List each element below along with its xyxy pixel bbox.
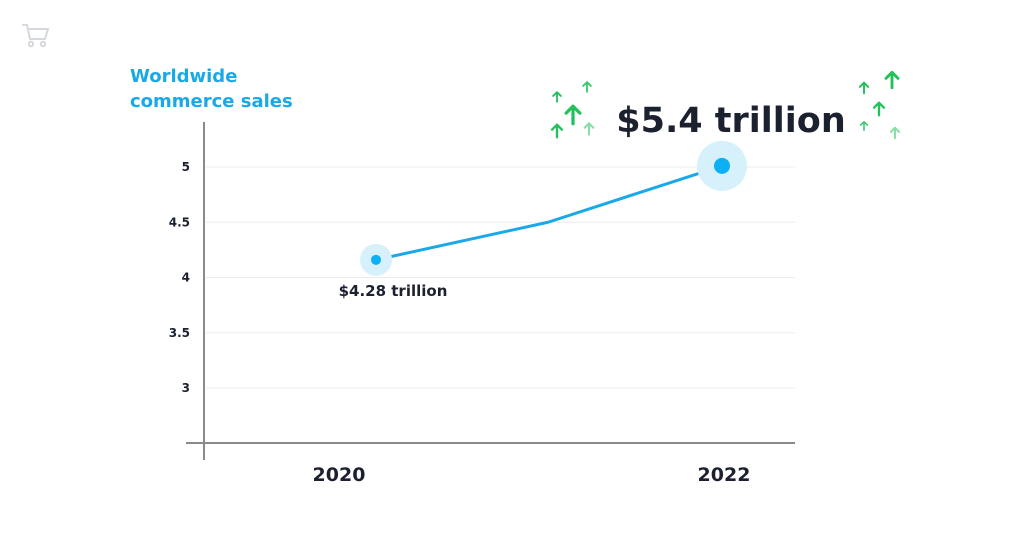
data-label-2020: $4.28 trillion [339, 282, 448, 300]
up-arrow-icon [550, 123, 564, 139]
x-tick-label: 2022 [698, 464, 751, 486]
up-arrow-shape [550, 123, 564, 139]
data-label-2022: $5.4 trillion [616, 101, 845, 141]
up-arrow-icon [552, 91, 562, 103]
y-tick-label: 3.5 [169, 326, 190, 340]
up-arrow-shape [552, 91, 562, 103]
up-arrow-shape [583, 122, 595, 136]
y-axis-ticks: 5 4.5 4 3.5 3 [169, 160, 190, 395]
y-tick-label: 5 [182, 160, 190, 174]
up-arrow-shape [872, 101, 886, 117]
x-tick-label: 2020 [313, 464, 366, 486]
shopping-cart-icon [22, 24, 49, 48]
up-arrow-shape [859, 121, 869, 131]
growth-arrows [550, 70, 901, 140]
chart-title-line-1: Worldwide [130, 66, 237, 87]
x-axis-ticks: 2020 2022 [313, 464, 751, 486]
annotations: $4.28 trillion $5.4 trillion [339, 101, 846, 300]
up-arrow-shape [884, 70, 900, 90]
data-point [371, 254, 381, 265]
up-arrow-shape [564, 104, 582, 126]
data-point [714, 157, 730, 174]
up-arrow-icon [583, 122, 595, 136]
y-tick-label: 3 [182, 381, 190, 395]
up-arrow-icon [858, 81, 870, 95]
up-arrow-shape [889, 126, 901, 140]
up-arrow-shape [582, 81, 592, 93]
up-arrow-icon [884, 70, 900, 90]
gridlines [206, 166, 795, 389]
y-tick-label: 4.5 [169, 215, 190, 229]
up-arrow-icon [872, 101, 886, 117]
up-arrow-shape [858, 81, 870, 95]
y-tick-label: 4 [182, 271, 190, 285]
up-arrow-icon [859, 121, 869, 131]
up-arrow-icon [582, 81, 592, 93]
series-line [374, 164, 724, 262]
series-layer [360, 140, 747, 276]
chart-title-line-2: commerce sales [130, 91, 293, 112]
up-arrow-icon [889, 126, 901, 140]
up-arrow-icon [564, 104, 582, 126]
